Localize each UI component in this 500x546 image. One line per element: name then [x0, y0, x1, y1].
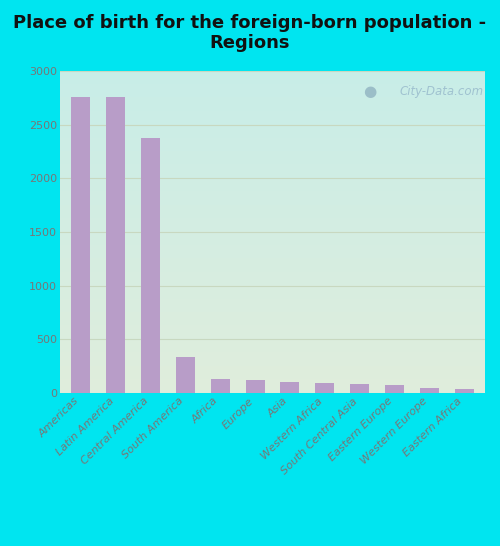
Bar	[246, 380, 264, 393]
Bar	[106, 97, 126, 393]
Text: City-Data.com: City-Data.com	[400, 85, 484, 98]
Bar	[420, 388, 439, 393]
Text: ●: ●	[364, 85, 377, 99]
Bar	[350, 384, 369, 393]
Bar	[280, 382, 299, 393]
Bar	[385, 385, 404, 393]
Text: Place of birth for the foreign-born population -
Regions: Place of birth for the foreign-born popu…	[14, 14, 486, 52]
Bar	[315, 383, 334, 393]
Bar	[141, 138, 160, 393]
Bar	[210, 379, 230, 393]
Bar	[176, 357, 195, 393]
Bar	[72, 97, 90, 393]
Bar	[454, 389, 473, 393]
